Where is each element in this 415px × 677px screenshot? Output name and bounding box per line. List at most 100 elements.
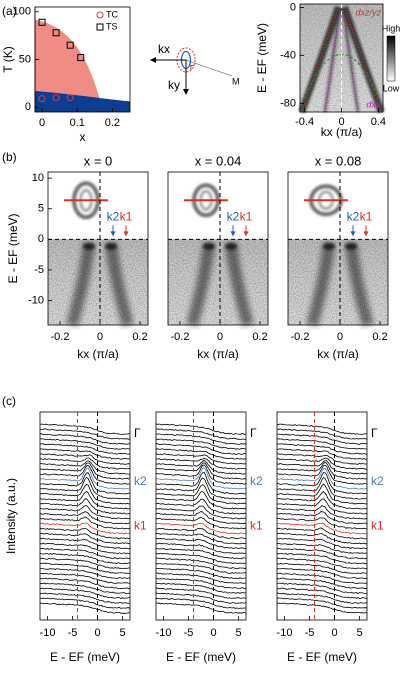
- x-axis-label: kx (π/a): [321, 125, 363, 139]
- edc-curve: [155, 498, 247, 515]
- edc-curve: [39, 433, 130, 445]
- edc-curve: [276, 543, 368, 555]
- edc-curve: [39, 527, 131, 540]
- edc-curve: [155, 547, 247, 560]
- edc-curve: [39, 577, 131, 590]
- x-axis-label: kx (π/a): [317, 347, 359, 361]
- edc-curve: [155, 572, 247, 584]
- edc-curve: [156, 464, 247, 485]
- edc-curve: [39, 592, 131, 604]
- annotation: k2: [134, 474, 147, 488]
- edc-curve: [276, 563, 368, 575]
- x-tick-label: 5: [119, 627, 125, 639]
- x-tick-label: 0: [94, 627, 100, 639]
- y-tick-label: 0: [38, 233, 44, 245]
- edc-curve: [155, 592, 247, 604]
- legend-marker: [96, 11, 104, 19]
- edc-curve: [39, 516, 131, 530]
- arrow-head: [230, 231, 236, 237]
- point: [66, 94, 74, 102]
- schematic-label: M: [232, 76, 240, 86]
- annotation: Γ: [250, 426, 257, 440]
- edc-curve: [276, 557, 368, 570]
- legend-marker: [96, 23, 104, 31]
- x-tick-label: 0: [337, 331, 343, 343]
- panel-label: (a): [2, 4, 17, 18]
- edc-curve: [276, 582, 368, 595]
- y-tick-label: 10: [32, 172, 44, 184]
- x-tick-label: 0: [331, 627, 337, 639]
- schematic-line: [185, 59, 233, 77]
- legend-label: TS: [106, 21, 118, 31]
- schematic-label: Γ: [190, 65, 194, 72]
- edc-curve: [39, 423, 131, 435]
- point: [66, 41, 74, 49]
- edc-curve: [39, 602, 131, 614]
- panel-title: x = 0.08: [315, 153, 362, 168]
- annotation: k2: [107, 209, 120, 223]
- plot-frame: [276, 411, 368, 621]
- y-axis-label: Intensity (a.u.): [4, 478, 18, 554]
- colorbar-label: Low: [383, 83, 400, 93]
- y-tick-label: -5: [34, 264, 44, 276]
- edc-curve: [276, 547, 368, 560]
- y-tick-label: 50: [19, 53, 31, 65]
- annotation: k1: [360, 209, 373, 223]
- annotation: k2: [250, 474, 263, 488]
- edc-curve: [276, 511, 368, 525]
- edc-curve: [277, 423, 368, 435]
- y-axis-label: E - EF (meV): [6, 213, 20, 283]
- edc-curve: [39, 491, 131, 510]
- plot-frame: [299, 3, 384, 113]
- edc-curve: [155, 448, 247, 460]
- edc-curve: [276, 537, 367, 550]
- edc-curve: [39, 542, 131, 555]
- edc-curve: [276, 597, 368, 609]
- legend-label: TC: [106, 9, 118, 19]
- edc-curve: [155, 428, 246, 440]
- x-axis-label: E - EF (meV): [287, 650, 357, 664]
- edc-curve: [155, 562, 247, 574]
- edc-curve: [155, 587, 247, 599]
- edc-curve: [276, 460, 368, 475]
- edc-curve: [276, 428, 368, 440]
- edc-curve: [39, 467, 130, 490]
- point: [52, 29, 60, 37]
- edc-curve: [155, 457, 247, 470]
- x-tick-label: -10: [156, 627, 172, 639]
- edc-curve: [155, 552, 247, 565]
- annotation: k2: [371, 474, 384, 488]
- edc-curve: [155, 557, 247, 570]
- colorbar-label: High: [382, 23, 401, 33]
- edc-curve: [39, 572, 131, 584]
- x-tick-label: 0: [338, 116, 344, 128]
- edc-curve: [155, 582, 247, 594]
- y-tick-label: -80: [280, 98, 296, 110]
- panel-title: x = 0.04: [195, 153, 242, 168]
- annotation: Γ: [134, 426, 141, 440]
- edc-curve: [155, 537, 247, 550]
- edc-curve: [276, 457, 368, 470]
- point: [38, 18, 46, 26]
- plot-frame: [34, 6, 131, 113]
- x-tick-label: 0: [217, 331, 223, 343]
- annotation: k1: [250, 519, 263, 533]
- edc-curve: [155, 471, 247, 495]
- edc-curve: [39, 464, 131, 485]
- edc-curve: [276, 587, 368, 600]
- edc-curve: [39, 472, 130, 495]
- x-tick-label: 0: [39, 117, 45, 129]
- arrow-head: [183, 89, 189, 95]
- edc-curve: [276, 522, 368, 535]
- annotation: dxy: [366, 99, 381, 109]
- y-axis-label: E - EF (meV): [255, 23, 269, 93]
- edc-curve: [39, 428, 131, 440]
- x-tick-label: -0.2: [51, 331, 70, 343]
- x-tick-label: 0.2: [252, 331, 267, 343]
- edc-curve: [39, 498, 131, 515]
- x-tick-label: 0.2: [372, 331, 387, 343]
- x-axis-label: E - EF (meV): [50, 650, 120, 664]
- edc-curve: [155, 423, 247, 435]
- edc-curve: [156, 443, 246, 455]
